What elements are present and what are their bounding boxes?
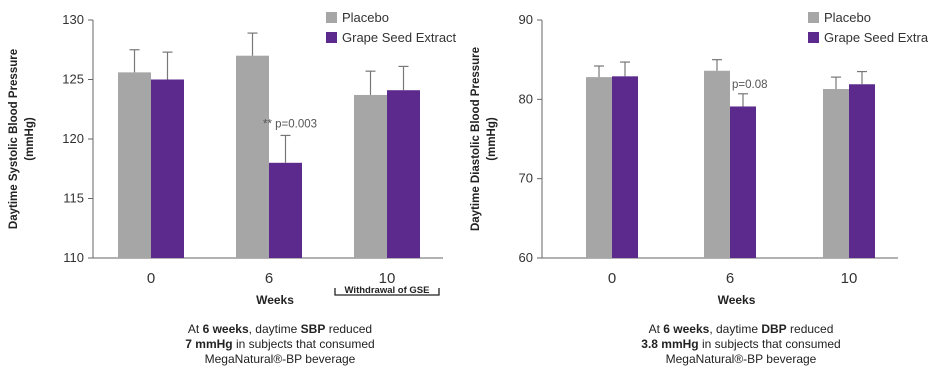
chart-panel-1: 110 115 120 125 130 0 6 10 Weeks Daytime Systolic… — [8, 10, 457, 307]
significance-annotation: p=0.08 — [732, 79, 768, 91]
x-axis-label: Weeks — [718, 293, 756, 307]
bar-placebo-0 — [586, 77, 612, 259]
bar-grape-seed-extract-6 — [730, 106, 756, 259]
bar-grape-seed-extract-6 — [269, 162, 302, 258]
y-tick-label: 70 — [519, 171, 533, 186]
y-axis-label: Daytime Systolic Blood Pressure — [8, 49, 20, 229]
x-tick-label: 0 — [147, 270, 155, 287]
y-tick-label: 115 — [63, 191, 84, 206]
x-axis-label: Weeks — [256, 293, 294, 307]
caption-right: At 6 weeks, daytime DBP reduced 3.8 mmHg… — [641, 322, 841, 366]
x-tick-label: 10 — [841, 270, 858, 287]
bar-grape-seed-extract-0 — [151, 79, 184, 258]
y-tick-label: 90 — [519, 12, 533, 27]
bar-grape-seed-extract-0 — [612, 76, 638, 259]
y-tick-label: 130 — [62, 12, 84, 27]
y-tick-label: 60 — [519, 250, 533, 265]
bar-grape-seed-extract-10 — [387, 90, 420, 259]
bar-placebo-6 — [704, 70, 730, 258]
x-tick-label: 6 — [265, 270, 273, 287]
y-tick-label: 110 — [63, 250, 84, 265]
y-axis-label-units: (mmHg) — [24, 117, 36, 161]
x-tick-label: 10 — [379, 270, 396, 287]
legend-swatch — [326, 12, 337, 23]
bar-placebo-10 — [823, 89, 849, 259]
y-tick-label: 80 — [519, 91, 533, 106]
y-axis-label: Daytime Diastolic Blood Pressure — [470, 47, 482, 231]
withdrawal-bracket — [334, 288, 440, 296]
x-tick-label: 6 — [726, 270, 734, 287]
legend-label: Grape Seed Extract — [342, 30, 457, 45]
legend-label: Placebo — [342, 10, 389, 25]
bar-placebo-6 — [236, 55, 269, 259]
bar-placebo-10 — [354, 94, 387, 258]
bar-grape-seed-extract-10 — [849, 84, 875, 258]
legend-swatch — [808, 32, 819, 43]
y-tick-label: 125 — [62, 72, 84, 87]
x-tick-label: 0 — [608, 270, 616, 287]
chart-panel-2: 60 70 80 90 0 6 10 Weeks Daytime Diastolic Blood… — [470, 10, 928, 307]
legend-swatch — [808, 12, 819, 23]
y-tick-label: 120 — [62, 131, 84, 146]
withdrawal-label: Withdrawal of GSE — [345, 285, 430, 296]
legend-swatch — [326, 32, 337, 43]
y-axis-label-units: (mmHg) — [486, 117, 498, 161]
legend-label: Placebo — [824, 10, 871, 25]
legend-label: Grape Seed Extract — [824, 30, 928, 45]
bar-placebo-0 — [118, 72, 151, 258]
significance-annotation: ** p=0.003 — [263, 118, 317, 130]
caption-left: At 6 weeks, daytime SBP reduced 7 mmHg i… — [185, 322, 375, 366]
